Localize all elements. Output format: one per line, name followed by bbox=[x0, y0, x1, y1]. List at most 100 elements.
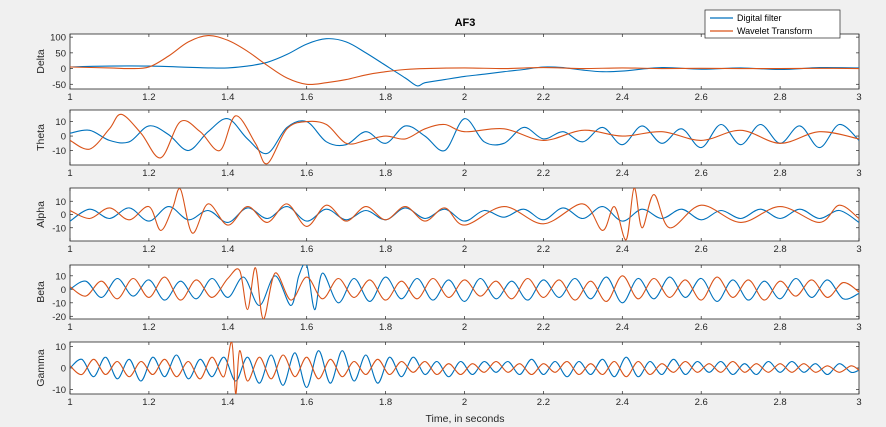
chart-title: AF3 bbox=[455, 17, 476, 29]
x-tick-label: 2 bbox=[462, 168, 467, 179]
beta-subplot: 1 1.2 1.4 1.6 1.8 2 2.2 2.4 2.6 2.8 3 10 0 -10 -20 Beta bbox=[35, 264, 862, 333]
gamma-series-digital-filter bbox=[70, 350, 859, 389]
y-tick-label: -50 bbox=[52, 80, 66, 91]
x-tick-label: 2.8 bbox=[773, 322, 786, 333]
beta-series-wavelet-transform bbox=[70, 267, 859, 319]
y-tick-label: -10 bbox=[52, 385, 66, 396]
theta-series-digital-filter bbox=[70, 118, 859, 155]
x-tick-label: 2.6 bbox=[695, 244, 708, 255]
x-tick-label: 2.8 bbox=[773, 244, 786, 255]
y-tick-label: 0 bbox=[61, 64, 66, 75]
x-tick-label: 2.8 bbox=[773, 168, 786, 179]
x-tick-label: 2.2 bbox=[537, 92, 550, 103]
alpha-axes-box bbox=[69, 187, 860, 242]
x-tick-label: 3 bbox=[856, 322, 861, 333]
x-tick-label: 1.4 bbox=[221, 168, 234, 179]
x-tick-label: 1.4 bbox=[221, 244, 234, 255]
x-tick-label: 1.4 bbox=[221, 322, 234, 333]
y-tick-label: 10 bbox=[55, 117, 66, 128]
x-tick-label: 1.2 bbox=[142, 322, 155, 333]
x-tick-label: 2.4 bbox=[616, 168, 629, 179]
y-tick-label: -10 bbox=[52, 223, 66, 234]
legend-box bbox=[704, 9, 841, 39]
y-tick-label: 50 bbox=[55, 48, 66, 59]
delta-subplot: 1 1.2 1.4 1.6 1.8 2 2.2 2.4 2.6 2.8 3 100 50 0 -50 Delt… bbox=[35, 33, 862, 103]
axes-layer: 1 1.2 1.4 1.6 1.8 2 2.2 2.4 2.6 2.8 3100500-50Delt… bbox=[35, 33, 862, 408]
x-tick-label: 1.6 bbox=[300, 168, 313, 179]
theta-series-wavelet-transform bbox=[70, 113, 859, 165]
x-tick-label: 1.4 bbox=[221, 397, 234, 408]
x-tick-label: 1 bbox=[67, 322, 72, 333]
x-tick-label: 2 bbox=[462, 92, 467, 103]
y-tick-label: 10 bbox=[55, 271, 66, 282]
gamma-series-wavelet-transform bbox=[70, 342, 859, 394]
alpha-y-axis-label: Alpha bbox=[35, 201, 47, 228]
delta-series-wavelet-transform bbox=[70, 35, 859, 86]
y-tick-label: 10 bbox=[55, 342, 66, 353]
y-tick-label: -20 bbox=[52, 312, 66, 323]
legend: Digital filter Wavelet Transform bbox=[704, 9, 841, 39]
y-tick-label: -10 bbox=[52, 146, 66, 157]
y-tick-label: 0 bbox=[61, 210, 66, 221]
x-tick-label: 2.2 bbox=[537, 397, 550, 408]
x-tick-label: 1.8 bbox=[379, 397, 392, 408]
x-tick-label: 2 bbox=[462, 322, 467, 333]
beta-series-digital-filter bbox=[70, 265, 859, 311]
x-tick-label: 1 bbox=[67, 168, 72, 179]
x-tick-label: 1.2 bbox=[142, 92, 155, 103]
x-tick-label: 1.8 bbox=[379, 168, 392, 179]
y-tick-label: 0 bbox=[61, 132, 66, 143]
x-tick-label: 1.6 bbox=[300, 244, 313, 255]
x-tick-label: 1.6 bbox=[300, 322, 313, 333]
x-tick-label: 2.4 bbox=[616, 92, 629, 103]
x-tick-label: 2 bbox=[462, 397, 467, 408]
gamma-axes-box bbox=[69, 341, 860, 395]
x-tick-label: 1 bbox=[67, 397, 72, 408]
y-tick-label: 0 bbox=[61, 364, 66, 375]
x-tick-label: 2.6 bbox=[695, 168, 708, 179]
x-tick-label: 1.2 bbox=[142, 168, 155, 179]
gamma-y-axis-label: Gamma bbox=[35, 349, 47, 387]
x-tick-label: 2.2 bbox=[537, 244, 550, 255]
x-tick-label: 2 bbox=[462, 244, 467, 255]
x-tick-label: 2.2 bbox=[537, 168, 550, 179]
x-axis-label: Time, in seconds bbox=[426, 413, 505, 425]
x-tick-label: 2.4 bbox=[616, 244, 629, 255]
alpha-subplot: 1 1.2 1.4 1.6 1.8 2 2.2 2.4 2.6 2.8 3 10 0 -10 Alpha bbox=[35, 187, 862, 255]
y-tick-label: 100 bbox=[50, 33, 66, 44]
x-tick-label: 1 bbox=[67, 244, 72, 255]
x-tick-label: 1.2 bbox=[142, 244, 155, 255]
gamma-subplot: 1 1.2 1.4 1.6 1.8 2 2.2 2.4 2.6 2.8 3 10 0 -10 Gamma bbox=[35, 341, 862, 408]
x-tick-label: 2.4 bbox=[616, 397, 629, 408]
x-tick-label: 1.8 bbox=[379, 322, 392, 333]
x-tick-label: 2.8 bbox=[773, 92, 786, 103]
x-tick-label: 3 bbox=[856, 397, 861, 408]
x-tick-label: 2.4 bbox=[616, 322, 629, 333]
x-tick-label: 1 bbox=[67, 92, 72, 103]
theta-y-axis-label: Theta bbox=[35, 124, 47, 151]
y-tick-label: 10 bbox=[55, 197, 66, 208]
x-tick-label: 1.6 bbox=[300, 397, 313, 408]
theta-subplot: 1 1.2 1.4 1.6 1.8 2 2.2 2.4 2.6 2.8 3 10 0 -10 Theta bbox=[35, 109, 862, 179]
x-tick-label: 2.6 bbox=[695, 92, 708, 103]
beta-y-axis-label: Beta bbox=[35, 281, 47, 303]
x-tick-label: 1.6 bbox=[300, 92, 313, 103]
x-tick-label: 3 bbox=[856, 168, 861, 179]
beta-axes-box bbox=[69, 264, 860, 320]
legend-label-wavelet-transform: Wavelet Transform bbox=[737, 26, 812, 36]
alpha-series-wavelet-transform bbox=[70, 188, 859, 241]
delta-y-axis-label: Delta bbox=[35, 49, 47, 74]
y-tick-label: -10 bbox=[52, 298, 66, 309]
x-tick-label: 2.2 bbox=[537, 322, 550, 333]
x-tick-label: 3 bbox=[856, 244, 861, 255]
delta-axes-box bbox=[69, 33, 860, 90]
x-tick-label: 3 bbox=[856, 92, 861, 103]
x-tick-label: 1.4 bbox=[221, 92, 234, 103]
x-tick-label: 2.6 bbox=[695, 397, 708, 408]
legend-label-digital-filter: Digital filter bbox=[737, 13, 782, 23]
x-tick-label: 1.8 bbox=[379, 92, 392, 103]
x-tick-label: 1.8 bbox=[379, 244, 392, 255]
x-tick-label: 1.2 bbox=[142, 397, 155, 408]
x-tick-label: 2.6 bbox=[695, 322, 708, 333]
